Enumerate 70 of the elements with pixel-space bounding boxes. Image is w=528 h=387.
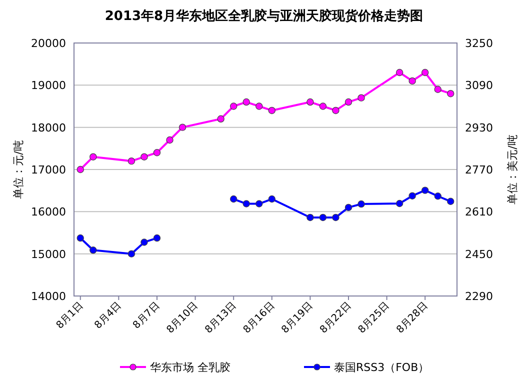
y-tick-label: 20000 bbox=[31, 37, 66, 50]
y-tick-label: 18000 bbox=[31, 121, 66, 134]
legend-label: 华东市场 全乳胶 bbox=[150, 361, 230, 374]
point bbox=[128, 250, 136, 258]
point bbox=[421, 68, 429, 76]
point bbox=[344, 98, 352, 106]
point bbox=[434, 86, 442, 93]
y2-tick-label: 2770 bbox=[465, 164, 493, 176]
point bbox=[319, 214, 327, 222]
y-tick-label: 17000 bbox=[31, 164, 66, 176]
point bbox=[153, 234, 161, 242]
x-tick-label: 8月10日 bbox=[164, 300, 200, 336]
point bbox=[140, 238, 148, 246]
point bbox=[306, 98, 314, 106]
y2-tick-label: 2450 bbox=[465, 248, 493, 261]
y-tick-label: 14000 bbox=[31, 290, 66, 303]
point bbox=[90, 153, 97, 160]
x-tick-label: 8月7日 bbox=[131, 300, 162, 332]
y-tick-label: 19000 bbox=[31, 79, 66, 92]
point bbox=[153, 149, 161, 156]
point bbox=[447, 198, 454, 205]
x-tick-label: 8月1日 bbox=[54, 300, 86, 332]
y2-tick-label: 2290 bbox=[465, 290, 493, 303]
point bbox=[447, 90, 454, 98]
point bbox=[408, 192, 416, 200]
point bbox=[319, 102, 327, 110]
y2-tick-label: 2610 bbox=[465, 206, 493, 219]
x-tick-label: 8月28日 bbox=[394, 300, 430, 336]
point bbox=[256, 102, 263, 110]
x-tick-label: 8月25日 bbox=[356, 300, 392, 336]
point bbox=[217, 115, 224, 122]
point bbox=[396, 200, 404, 208]
y2-tick-label: 2930 bbox=[465, 121, 493, 134]
y-axis-title: 单位：元/吨 bbox=[12, 140, 25, 199]
chart-title: 2013年8月华东地区全乳胶与亚洲天胶现货价格走势图 bbox=[104, 8, 424, 24]
point bbox=[408, 77, 416, 85]
point bbox=[358, 94, 365, 102]
x-tick-label: 8月13日 bbox=[203, 300, 239, 336]
point bbox=[166, 136, 174, 144]
point bbox=[242, 200, 250, 208]
point bbox=[434, 192, 442, 200]
y-tick-label: 16000 bbox=[31, 206, 66, 219]
point bbox=[256, 200, 263, 208]
y2-tick-label: 3090 bbox=[465, 79, 493, 92]
y2-tick-label: 3250 bbox=[465, 37, 493, 50]
point bbox=[268, 195, 276, 203]
point bbox=[178, 124, 186, 131]
y-tick-label: 15000 bbox=[31, 248, 66, 261]
point bbox=[76, 234, 84, 242]
x-tick-label: 8月4日 bbox=[92, 300, 124, 332]
y2-axis-title: 单位：美元/吨 bbox=[506, 134, 519, 204]
point bbox=[306, 214, 314, 222]
point bbox=[140, 153, 148, 160]
point bbox=[344, 204, 352, 212]
point bbox=[76, 166, 84, 174]
legend-label: 泰国RSS3（FOB） bbox=[334, 361, 430, 374]
point bbox=[242, 98, 250, 106]
point bbox=[230, 102, 238, 110]
point bbox=[268, 106, 276, 114]
point bbox=[396, 68, 404, 76]
point bbox=[421, 186, 429, 194]
point bbox=[230, 195, 238, 203]
point bbox=[90, 246, 97, 254]
point bbox=[128, 157, 136, 165]
x-tick-label: 8月16日 bbox=[242, 300, 278, 336]
x-tick-label: 8月22日 bbox=[318, 300, 354, 336]
point bbox=[332, 214, 340, 222]
x-tick-label: 8月19日 bbox=[280, 300, 316, 336]
point bbox=[358, 200, 365, 208]
point bbox=[332, 106, 340, 114]
